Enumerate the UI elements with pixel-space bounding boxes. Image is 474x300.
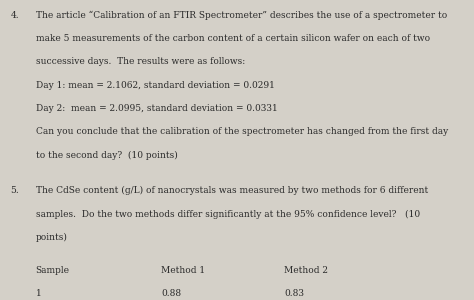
Text: make 5 measurements of the carbon content of a certain silicon wafer on each of : make 5 measurements of the carbon conten…	[36, 34, 429, 43]
Text: to the second day?  (10 points): to the second day? (10 points)	[36, 151, 177, 160]
Text: 0.83: 0.83	[284, 289, 304, 298]
Text: Day 2:  mean = 2.0995, standard deviation = 0.0331: Day 2: mean = 2.0995, standard deviation…	[36, 104, 277, 113]
Text: Sample: Sample	[36, 266, 70, 274]
Text: The article “Calibration of an FTIR Spectrometer” describes the use of a spectro: The article “Calibration of an FTIR Spec…	[36, 11, 447, 20]
Text: samples.  Do the two methods differ significantly at the 95% confidence level?  : samples. Do the two methods differ signi…	[36, 209, 419, 218]
Text: 0.88: 0.88	[161, 289, 181, 298]
Text: Can you conclude that the calibration of the spectrometer has changed from the f: Can you conclude that the calibration of…	[36, 128, 448, 136]
Text: The CdSe content (g/L) of nanocrystals was measured by two methods for 6 differe: The CdSe content (g/L) of nanocrystals w…	[36, 186, 428, 195]
Text: 1: 1	[36, 289, 41, 298]
Text: 5.: 5.	[10, 186, 19, 195]
Text: Method 2: Method 2	[284, 266, 328, 274]
Text: Method 1: Method 1	[161, 266, 205, 274]
Text: points): points)	[36, 233, 67, 242]
Text: successive days.  The results were as follows:: successive days. The results were as fol…	[36, 57, 245, 66]
Text: Day 1: mean = 2.1062, standard deviation = 0.0291: Day 1: mean = 2.1062, standard deviation…	[36, 81, 274, 90]
Text: 4.: 4.	[10, 11, 19, 20]
